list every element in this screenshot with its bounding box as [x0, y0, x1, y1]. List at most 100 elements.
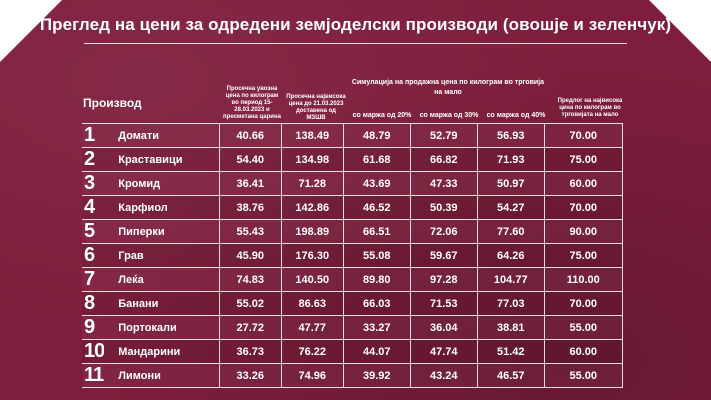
table-row: 8 Банани 55.02 86.63 66.03 71.53 77.03 70.00	[82, 291, 623, 316]
import-price-cell: 27.72	[218, 315, 282, 340]
corner-decoration-right	[649, 0, 711, 62]
table-row: 4 Карфиол 38.76 142.86 46.52 50.39 54.27 70.00	[82, 195, 623, 220]
margin-30-header: со маржа од 30%	[419, 112, 479, 119]
table-row: 11 Лимони 33.26 74.96 39.92 43.24 46.57 55.00	[82, 363, 623, 388]
margin-40-price-cell: 56.93	[476, 123, 545, 148]
margin-20-price-cell: 66.51	[342, 219, 411, 244]
corner-decoration-left	[0, 0, 62, 62]
row-number: 8	[82, 291, 105, 316]
price-table: 1 Домати 40.66 138.49 48.79 52.79 56.93 70.00 2 К…	[82, 123, 623, 388]
margin-20-price-cell: 33.27	[342, 315, 411, 340]
product-name: Краставици	[104, 147, 220, 172]
import-price-cell: 74.83	[218, 267, 282, 292]
import-price-cell: 36.73	[218, 339, 282, 364]
row-number: 3	[82, 171, 105, 196]
margin-40-price-cell: 77.60	[476, 219, 545, 244]
table-row: 6 Грав 45.90 176.30 55.08 59.67 64.26 75.00	[82, 243, 623, 268]
retail-price-cell: 74.96	[280, 363, 344, 388]
proposal-header: Предлог на највисока цена по килограм во…	[557, 98, 623, 118]
margin-30-price-cell: 97.28	[409, 267, 478, 292]
retail-price-cell: 138.49	[280, 123, 344, 148]
margin-30-price-cell: 47.33	[409, 171, 478, 196]
proposal-price-cell: 70.00	[543, 195, 623, 220]
margin-40-price-cell: 77.03	[476, 291, 545, 316]
product-name: Портокали	[104, 315, 220, 340]
table-row: 7 Леќа 74.83 140.50 89.80 97.28 104.77 110.00	[82, 267, 623, 292]
product-name: Карфиол	[104, 195, 220, 220]
margin-20-price-cell: 39.92	[342, 363, 411, 388]
retail-price-cell: 86.63	[280, 291, 344, 316]
margin-30-price-cell: 72.06	[409, 219, 478, 244]
margin-30-price-cell: 59.67	[409, 243, 478, 268]
import-price-cell: 45.90	[218, 243, 282, 268]
margin-20-price-cell: 46.52	[342, 195, 411, 220]
margin-30-price-cell: 43.24	[409, 363, 478, 388]
margin-40-price-cell: 38.81	[476, 315, 545, 340]
proposal-price-cell: 110.00	[543, 267, 623, 292]
row-number: 11	[82, 363, 105, 388]
import-price-cell: 36.41	[218, 171, 282, 196]
row-number: 6	[82, 243, 105, 268]
retail-price-cell: 71.28	[280, 171, 344, 196]
table-row: 9 Портокали 27.72 47.77 33.27 36.04 38.81 55.00	[82, 315, 623, 340]
import-price-cell: 55.02	[218, 291, 282, 316]
product-name: Лимони	[104, 363, 220, 388]
margin-40-price-cell: 50.97	[476, 171, 545, 196]
import-price-cell: 38.76	[218, 195, 282, 220]
margin-30-price-cell: 47.74	[409, 339, 478, 364]
row-number: 1	[82, 123, 105, 148]
proposal-price-cell: 70.00	[543, 123, 623, 148]
margin-30-price-cell: 71.53	[409, 291, 478, 316]
retail-price-cell: 198.89	[280, 219, 344, 244]
retail-price-cell: 76.22	[280, 339, 344, 364]
row-number: 7	[82, 267, 105, 292]
product-name: Кромид	[104, 171, 220, 196]
table-row: 3 Кромид 36.41 71.28 43.69 47.33 50.97 60.00	[82, 171, 623, 196]
title-underline	[84, 43, 627, 44]
margin-20-price-cell: 61.68	[342, 147, 411, 172]
margin-20-header: со маржа од 20%	[352, 112, 412, 119]
table-row: 2 Краставици 54.40 134.98 61.68 66.82 71.93 75.…	[82, 147, 623, 172]
proposal-price-cell: 90.00	[543, 219, 623, 244]
margin-30-price-cell: 36.04	[409, 315, 478, 340]
retail-price-cell: 176.30	[280, 243, 344, 268]
row-number: 4	[82, 195, 105, 220]
proposal-price-cell: 60.00	[543, 339, 623, 364]
proposal-price-cell: 55.00	[543, 363, 623, 388]
proposal-price-cell: 70.00	[543, 291, 623, 316]
proposal-price-cell: 75.00	[543, 147, 623, 172]
margin-20-price-cell: 55.08	[342, 243, 411, 268]
margin-20-price-cell: 44.07	[342, 339, 411, 364]
margin-20-price-cell: 89.80	[342, 267, 411, 292]
product-name: Домати	[104, 123, 220, 148]
import-price-cell: 55.43	[218, 219, 282, 244]
retail-price-cell: 134.98	[280, 147, 344, 172]
table-row: 1 Домати 40.66 138.49 48.79 52.79 56.93 70.00	[82, 123, 623, 148]
row-number: 2	[82, 147, 105, 172]
row-number: 9	[82, 315, 105, 340]
product-name: Банани	[104, 291, 220, 316]
simulation-header: Симулација на продажна цена по килограм …	[351, 79, 545, 96]
table-body: 1 Домати 40.66 138.49 48.79 52.79 56.93 70.00 2 К…	[82, 123, 623, 388]
margin-40-price-cell: 54.27	[476, 195, 545, 220]
import-price-header: Просечна увозна цена по килограм во пери…	[223, 86, 281, 120]
import-price-cell: 40.66	[218, 123, 282, 148]
product-name: Пиперки	[104, 219, 220, 244]
retail-price-cell: 140.50	[280, 267, 344, 292]
margin-20-price-cell: 43.69	[342, 171, 411, 196]
proposal-price-cell: 60.00	[543, 171, 623, 196]
retail-price-cell: 47.77	[280, 315, 344, 340]
margin-20-price-cell: 66.03	[342, 291, 411, 316]
margin-40-price-cell: 104.77	[476, 267, 545, 292]
margin-40-price-cell: 46.57	[476, 363, 545, 388]
product-name: Леќа	[104, 267, 220, 292]
import-price-cell: 54.40	[218, 147, 282, 172]
product-name: Мандарини	[104, 339, 220, 364]
margin-40-price-cell: 71.93	[476, 147, 545, 172]
row-number: 10	[82, 339, 105, 364]
margin-40-price-cell: 64.26	[476, 243, 545, 268]
product-name: Грав	[104, 243, 220, 268]
margin-30-price-cell: 52.79	[409, 123, 478, 148]
margin-30-price-cell: 50.39	[409, 195, 478, 220]
retail-price-header: Просечна највисока цена до 21.03.2023 до…	[286, 94, 346, 121]
